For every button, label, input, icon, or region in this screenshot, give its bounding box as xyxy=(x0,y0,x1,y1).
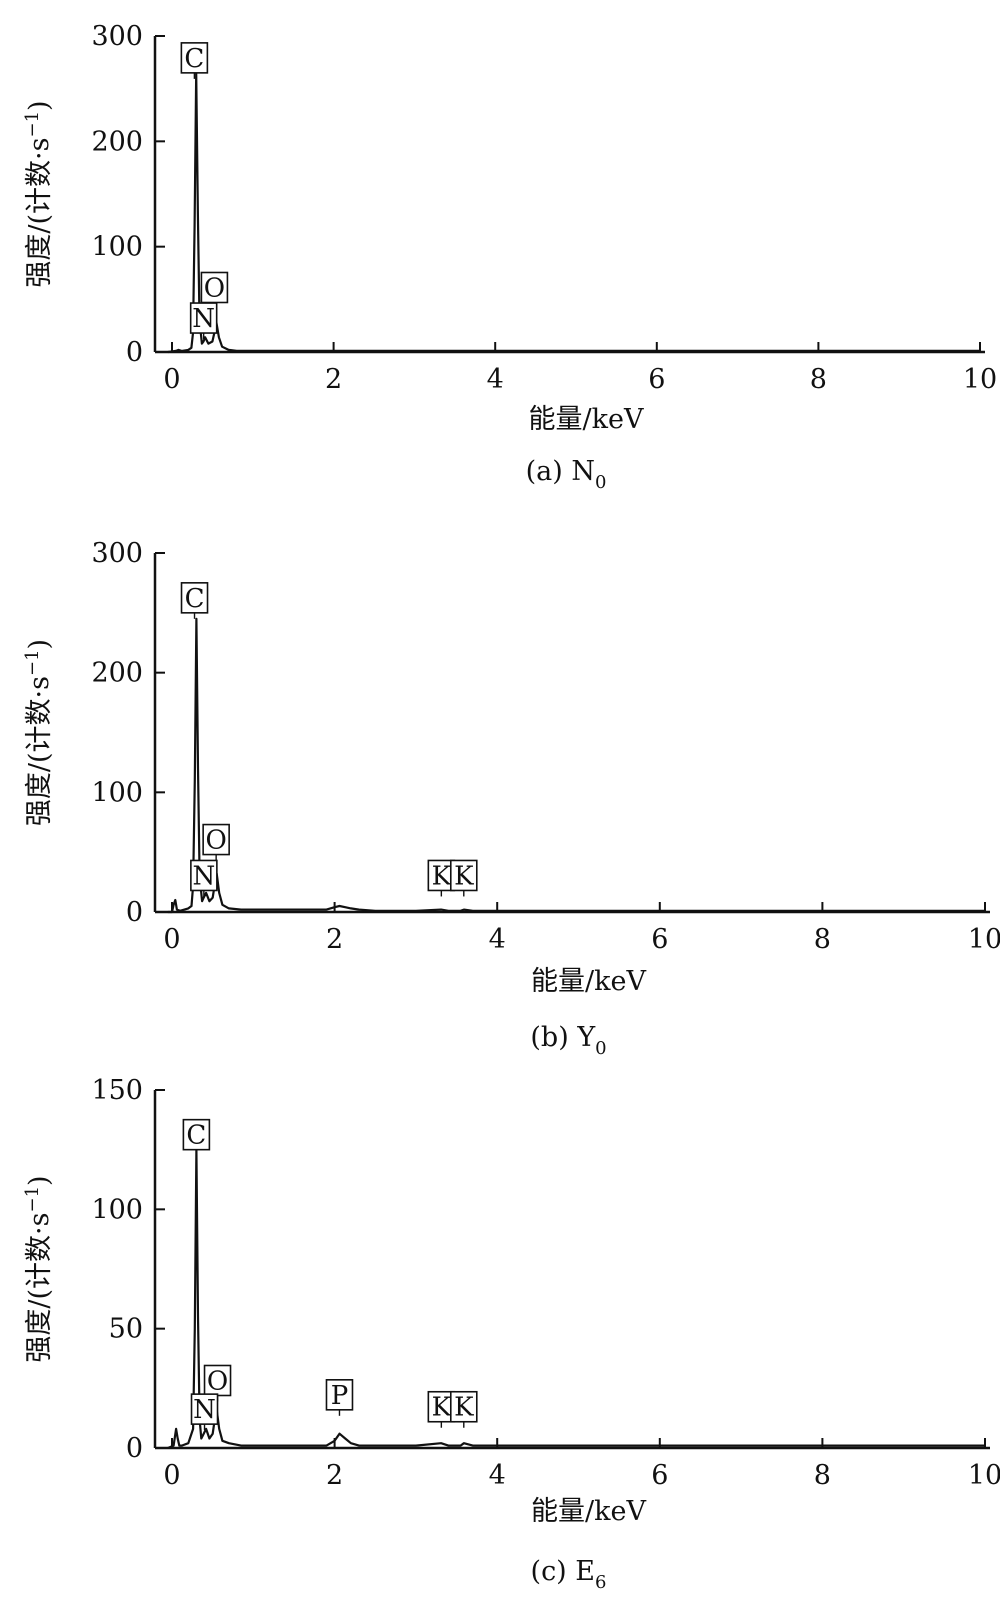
peak-label-text: C xyxy=(186,1121,206,1151)
peak-label-k: K xyxy=(449,1390,478,1428)
peak-label-text: O xyxy=(204,273,225,303)
spectrum-line xyxy=(167,1148,985,1450)
x-tick-label: 10 xyxy=(968,1460,1000,1491)
x-tick-label: 10 xyxy=(968,924,1000,955)
x-axis-label: 能量/keV xyxy=(531,966,646,997)
panel-caption-main: (b) Y xyxy=(530,1022,596,1053)
x-tick-label: 6 xyxy=(651,924,668,955)
peak-label-text: K xyxy=(432,1393,452,1423)
x-tick-label: 8 xyxy=(814,924,831,955)
peak-label-text: N xyxy=(193,1395,216,1425)
peak-label-c: C xyxy=(180,582,209,619)
panel-caption: (b) Y0 xyxy=(530,1022,606,1059)
peak-label-n: N xyxy=(190,1393,219,1431)
panel-caption: (a) N0 xyxy=(526,456,607,493)
y-axis-label-main: 强度/(计数·s xyxy=(24,138,55,288)
y-tick-label: 50 xyxy=(109,1314,143,1345)
x-tick-label: 2 xyxy=(326,924,343,955)
x-tick-label: 0 xyxy=(163,364,180,395)
y-axis-label-sup: −1 xyxy=(22,649,43,676)
panel-caption: (c) E6 xyxy=(531,1556,607,1593)
panel-caption-main: (c) E xyxy=(531,1556,595,1587)
peak-label-text: O xyxy=(207,1366,228,1396)
panel-caption-main: (a) N xyxy=(526,456,595,487)
y-tick-label: 0 xyxy=(126,1433,143,1464)
peak-label-box xyxy=(190,859,218,892)
y-axis-label-sup: −1 xyxy=(22,111,43,138)
peak-label-text: O xyxy=(205,826,226,856)
spectrum-line xyxy=(167,617,985,914)
peak-label-n: N xyxy=(189,302,218,340)
x-axis-label: 能量/keV xyxy=(531,1496,646,1527)
y-tick-label: 0 xyxy=(126,897,143,928)
y-axis-label-close: ) xyxy=(24,1175,55,1186)
panel-a: 0 2 4 6 8 100100200300CON能量/keV强度/(计数·s−1)(a)… xyxy=(22,21,997,493)
peak-label-box xyxy=(180,42,209,74)
peak-label-o: O xyxy=(202,823,230,861)
peak-label-text: K xyxy=(454,861,474,891)
y-axis-label-close: ) xyxy=(24,100,55,111)
peak-label-text: N xyxy=(192,861,215,891)
y-axis-label: 强度/(计数·s−1) xyxy=(22,1175,55,1362)
y-tick-label: 100 xyxy=(91,777,143,808)
x-tick-label: 2 xyxy=(326,1460,343,1491)
peak-label-box xyxy=(182,1118,211,1151)
y-axis-label-sup: −1 xyxy=(22,1186,43,1213)
y-tick-label: 100 xyxy=(91,1194,143,1225)
peak-label-p: P xyxy=(325,1379,354,1416)
x-tick-label: 8 xyxy=(810,364,827,395)
y-tick-label: 200 xyxy=(91,126,143,157)
peak-label-k: K xyxy=(449,859,478,897)
y-axis-label-main: 强度/(计数·s xyxy=(24,1213,55,1363)
peak-label-box xyxy=(203,1364,232,1397)
peak-label-text: K xyxy=(432,861,452,891)
x-axis-label: 能量/keV xyxy=(529,404,644,435)
peak-label-c: C xyxy=(182,1118,211,1156)
spectrum-line xyxy=(167,71,980,354)
peak-label-text: K xyxy=(454,1393,474,1423)
peak-label-box xyxy=(202,823,230,856)
peak-label-text: N xyxy=(192,304,215,334)
y-axis-label: 强度/(计数·s−1) xyxy=(22,639,55,826)
x-tick-label: 6 xyxy=(651,1460,668,1491)
x-tick-label: 4 xyxy=(489,1460,506,1491)
y-axis-label-close: ) xyxy=(24,639,55,650)
peak-label-text: C xyxy=(184,44,204,74)
y-tick-label: 300 xyxy=(91,538,143,569)
peak-label-o: O xyxy=(203,1364,232,1402)
y-axis-label: 强度/(计数·s−1) xyxy=(22,100,55,287)
peak-label-n: N xyxy=(190,859,218,897)
peak-label-box xyxy=(449,1390,478,1423)
panel-caption-sub: 0 xyxy=(595,1038,606,1059)
y-tick-label: 200 xyxy=(91,658,143,689)
x-tick-label: 0 xyxy=(163,1460,180,1491)
x-tick-label: 10 xyxy=(963,364,997,395)
y-tick-label: 150 xyxy=(91,1075,143,1106)
peak-label-box xyxy=(190,1393,219,1425)
y-tick-label: 300 xyxy=(91,21,143,52)
y-tick-label: 0 xyxy=(126,337,143,368)
x-tick-label: 2 xyxy=(325,364,342,395)
peak-label-box xyxy=(189,302,218,334)
y-tick-label: 100 xyxy=(91,232,143,263)
peak-label-c: C xyxy=(180,42,209,79)
peak-label-text: P xyxy=(331,1381,349,1411)
x-tick-label: 0 xyxy=(163,924,180,955)
x-tick-label: 4 xyxy=(489,924,506,955)
x-tick-label: 6 xyxy=(648,364,665,395)
x-tick-label: 8 xyxy=(814,1460,831,1491)
y-axis-label-main: 强度/(计数·s xyxy=(24,676,55,826)
panel-caption-sub: 6 xyxy=(595,1572,606,1593)
peak-label-box xyxy=(325,1379,354,1411)
x-tick-label: 4 xyxy=(487,364,504,395)
peak-label-text: C xyxy=(185,584,205,614)
panel-caption-sub: 0 xyxy=(595,472,606,493)
